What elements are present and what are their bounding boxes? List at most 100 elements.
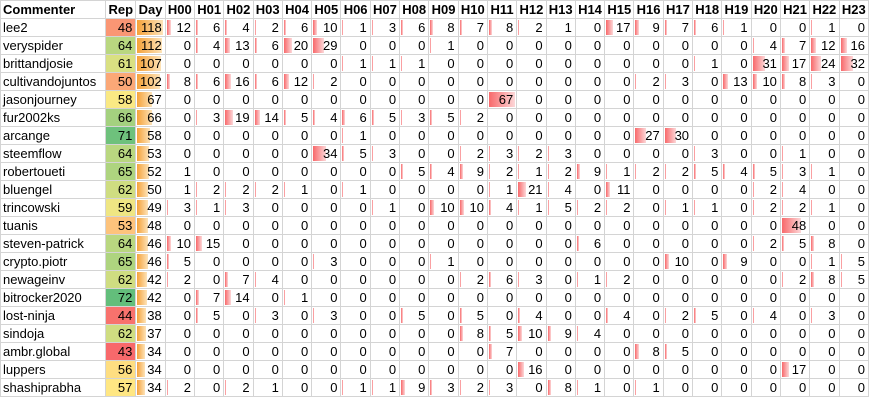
cell-value: 4 bbox=[623, 308, 631, 323]
cell-value: 0 bbox=[623, 146, 631, 161]
hour-cell: 0 bbox=[809, 324, 840, 343]
data-bar bbox=[664, 20, 668, 35]
cell-value: 0 bbox=[183, 290, 191, 305]
cell-value: 0 bbox=[769, 362, 777, 377]
cell-value: 4 bbox=[213, 38, 221, 53]
cell-value: 0 bbox=[388, 164, 397, 179]
cell-value: 0 bbox=[476, 344, 484, 359]
cell-value: 3 bbox=[213, 110, 221, 125]
hour-cell: 0 bbox=[340, 342, 371, 361]
cell-value: 0 bbox=[476, 254, 484, 269]
cell-value: 0 bbox=[506, 362, 514, 377]
hour-cell: 2 bbox=[457, 144, 488, 163]
hour-cell: 2 bbox=[252, 18, 283, 37]
column-header: H05 bbox=[311, 0, 342, 19]
cell-value: 0 bbox=[388, 272, 397, 287]
hour-cell: 7 bbox=[193, 288, 225, 307]
hour-cell: 19 bbox=[223, 108, 254, 127]
hour-cell: 0 bbox=[779, 324, 811, 343]
data-bar bbox=[518, 362, 525, 377]
hour-cell: 9 bbox=[633, 18, 664, 37]
hour-cell: 0 bbox=[574, 72, 606, 91]
hour-cell: 0 bbox=[252, 198, 283, 217]
cell-value: 0 bbox=[506, 254, 514, 269]
cell-value: 0 bbox=[564, 308, 572, 323]
hour-cell: 0 bbox=[369, 90, 401, 109]
cell-value: 0 bbox=[564, 128, 572, 143]
cell-value: 9 bbox=[564, 326, 572, 341]
cell-value: 0 bbox=[359, 200, 367, 215]
hour-cell: 2 bbox=[457, 270, 488, 289]
data-bar bbox=[313, 254, 315, 269]
cell-value: 3 bbox=[330, 308, 338, 323]
data-bar bbox=[459, 20, 463, 35]
cell-value: 0 bbox=[359, 362, 367, 377]
cell-value: 1 bbox=[213, 200, 221, 215]
cell-value: 0 bbox=[711, 290, 719, 305]
day-cell: 42 bbox=[135, 288, 166, 307]
data-bar bbox=[635, 164, 637, 179]
day-cell: 42 bbox=[135, 270, 166, 289]
hour-cell: 0 bbox=[779, 108, 811, 127]
hour-cell: 10 bbox=[457, 198, 488, 217]
hour-cell: 0 bbox=[486, 306, 518, 325]
hour-cell: 1 bbox=[809, 18, 840, 37]
hour-cell: 0 bbox=[604, 216, 635, 235]
cell-value: 31 bbox=[762, 56, 777, 71]
data-bar bbox=[371, 146, 373, 161]
cell-value: 0 bbox=[740, 326, 748, 341]
cell-value: 112 bbox=[140, 38, 162, 53]
cell-value: 2 bbox=[593, 200, 602, 215]
cell-value: 10 bbox=[323, 20, 338, 35]
cell-value: 0 bbox=[681, 380, 690, 395]
hour-cell: 13 bbox=[721, 72, 752, 91]
hour-cell: 0 bbox=[838, 90, 870, 109]
cell-value: 4 bbox=[330, 110, 338, 125]
column-header: H16 bbox=[633, 0, 664, 19]
hour-cell: 0 bbox=[692, 360, 723, 379]
cell-value: 1 bbox=[271, 380, 279, 395]
data-bar bbox=[137, 290, 147, 305]
commenter-name: lost-ninja bbox=[0, 306, 107, 325]
cell-value: 7 bbox=[681, 20, 690, 35]
cell-value: 0 bbox=[476, 92, 484, 107]
hour-cell: 0 bbox=[516, 72, 547, 91]
hour-cell: 0 bbox=[574, 360, 606, 379]
cell-value: 9 bbox=[740, 254, 748, 269]
hour-cell: 0 bbox=[692, 288, 723, 307]
hour-cell: 0 bbox=[486, 360, 518, 379]
table-row: newageinv 62 42 2 0 7 4 0 0 0 0 0 0 2 6 3 0 1 2 0 0 0 0 0 2 8 5 bbox=[0, 270, 870, 289]
cell-value: 0 bbox=[769, 92, 777, 107]
hour-cell: 0 bbox=[721, 306, 752, 325]
hour-cell: 9 bbox=[574, 162, 606, 181]
cell-value: 0 bbox=[300, 308, 309, 323]
hour-cell: 0 bbox=[486, 36, 518, 55]
hour-cell: 2 bbox=[633, 162, 664, 181]
cell-value: 0 bbox=[652, 110, 660, 125]
hour-cell: 0 bbox=[516, 216, 547, 235]
hour-cell: 0 bbox=[545, 216, 576, 235]
hour-cell: 0 bbox=[662, 234, 694, 253]
cell-value: 0 bbox=[798, 20, 807, 35]
column-header: H00 bbox=[164, 0, 195, 19]
hour-cell: 0 bbox=[164, 36, 195, 55]
hour-cell: 0 bbox=[369, 342, 401, 361]
hour-cell: 0 bbox=[311, 360, 342, 379]
hour-cell: 0 bbox=[779, 342, 811, 361]
data-bar bbox=[283, 20, 287, 35]
data-bar bbox=[488, 20, 493, 35]
hour-cell: 3 bbox=[223, 198, 254, 217]
cell-value: 1 bbox=[681, 200, 690, 215]
hour-cell: 0 bbox=[809, 342, 840, 361]
hour-cell: 0 bbox=[574, 90, 606, 109]
hour-cell: 0 bbox=[486, 108, 518, 127]
data-bar bbox=[781, 164, 784, 179]
hour-cell: 3 bbox=[428, 378, 459, 397]
cell-value: 0 bbox=[828, 290, 836, 305]
hour-cell: 0 bbox=[193, 378, 225, 397]
hour-cell: 0 bbox=[633, 270, 664, 289]
cell-value: 1 bbox=[652, 380, 660, 395]
data-bar bbox=[811, 236, 815, 251]
hour-cell: 0 bbox=[750, 126, 781, 145]
hour-cell: 0 bbox=[750, 288, 781, 307]
